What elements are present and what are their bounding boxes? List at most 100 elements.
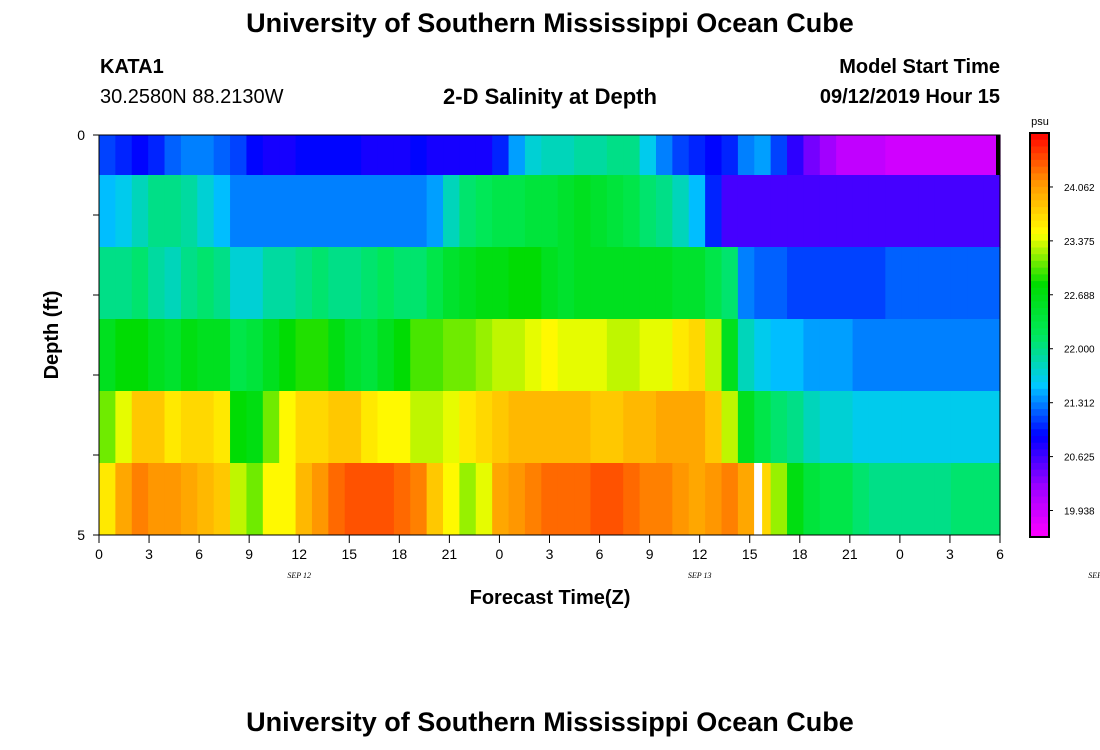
colorbar-segment (1030, 159, 1049, 168)
colorbar-segment (1030, 496, 1049, 504)
heatmap-cell (131, 247, 149, 320)
heatmap-cell (508, 135, 526, 176)
heatmap-cell (508, 175, 526, 248)
heatmap-cell (197, 135, 215, 176)
heatmap-cell (459, 135, 477, 176)
heatmap-cell (836, 135, 854, 176)
colorbar-segment (1030, 335, 1049, 343)
colorbar-segment (1030, 287, 1049, 296)
x-tick-label: 21 (842, 546, 858, 562)
colorbar-tick-label: 22.688 (1064, 291, 1095, 302)
heatmap-cell (934, 175, 952, 248)
heatmap-cell (737, 391, 755, 464)
heatmap-cell (803, 391, 821, 464)
heatmap-cell (688, 247, 706, 320)
heatmap-cell (459, 391, 477, 464)
heatmap-cell (393, 319, 411, 392)
heatmap-cell (967, 463, 985, 536)
colorbar-segment (1030, 348, 1049, 356)
model-start-value: 09/12/2019 Hour 15 (819, 86, 1000, 108)
heatmap-cell (885, 463, 903, 536)
heatmap-cell (524, 319, 542, 392)
heatmap-cell (934, 463, 952, 536)
heatmap-cell (639, 135, 657, 176)
heatmap-cell (983, 319, 1001, 392)
heatmap-cell (508, 247, 526, 320)
heatmap-cell (737, 175, 755, 248)
station-id: KATA1 (100, 56, 164, 78)
date-label: SEP 14 (1088, 571, 1100, 580)
heatmap-cell (246, 135, 264, 176)
heatmap-cell (590, 319, 608, 392)
heatmap-cell (443, 319, 460, 392)
footer-title: University of Southern Mississippi Ocean… (246, 707, 854, 737)
heatmap-cell (557, 319, 575, 392)
heatmap-cell (361, 463, 379, 536)
heatmap-cell (164, 135, 182, 176)
heatmap-cell (115, 175, 133, 248)
heatmap-cell (115, 135, 133, 176)
heatmap-cell (606, 319, 624, 392)
colorbar-tick-label: 21.312 (1064, 399, 1095, 410)
heatmap-cell (246, 391, 264, 464)
heatmap-cell (426, 391, 444, 464)
heatmap-cell (197, 463, 215, 536)
heatmap-cell (885, 247, 903, 320)
heatmap-cell (672, 247, 690, 320)
x-tick-label: 6 (596, 546, 604, 562)
heatmap-cell (459, 463, 477, 536)
heatmap-cell (213, 247, 231, 320)
heatmap-cell (230, 463, 248, 536)
heatmap-cell (295, 391, 313, 464)
heatmap-cell (131, 135, 149, 176)
heatmap-cell (950, 319, 968, 392)
heatmap-cell (623, 135, 641, 176)
heatmap-cell (983, 463, 1001, 536)
heatmap-cell (803, 319, 821, 392)
heatmap-cell (803, 247, 821, 320)
heatmap-cell (344, 175, 362, 248)
heatmap-cell (524, 463, 542, 536)
y-tick-label: 5 (77, 527, 85, 543)
heatmap-cell (639, 175, 657, 248)
heatmap-cell (934, 391, 952, 464)
heatmap-cell (475, 247, 493, 320)
heatmap-cell (819, 135, 837, 176)
heatmap-cell (672, 135, 690, 176)
salinity-chart: 0 3 6 9 12 15 18 21 0 3 6 9 12 15 18 21 0 3 6 SEP 12 SEP 13 S… (41, 116, 1100, 609)
heatmap-cell (508, 391, 526, 464)
edge-marker (996, 135, 1000, 175)
heatmap-cell (754, 391, 772, 464)
heatmap-cell (131, 463, 149, 536)
colorbar-segment (1030, 321, 1049, 329)
heatmap-cell (410, 391, 428, 464)
heatmap-cell (492, 319, 510, 392)
colorbar-tick-label: 20.625 (1064, 453, 1095, 464)
heatmap-cell (623, 247, 641, 320)
heatmap-cell (131, 175, 149, 248)
date-label: SEP 13 (688, 571, 712, 580)
x-tick-label: 3 (145, 546, 153, 562)
heatmap-cell (574, 319, 592, 392)
date-label: SEP 12 (287, 571, 311, 580)
heatmap-cell (99, 463, 116, 536)
x-tick-label: 9 (245, 546, 253, 562)
heatmap-cell (623, 391, 641, 464)
heatmap-cell (99, 319, 116, 392)
heatmap-cell (361, 391, 379, 464)
heatmap-cell (721, 463, 739, 536)
heatmap-cell (770, 175, 788, 248)
heatmap-cell (836, 175, 854, 248)
colorbar-segment (1030, 415, 1049, 424)
colorbar-segment (1030, 240, 1049, 248)
colorbar-segment (1030, 308, 1049, 316)
heatmap-cell (655, 175, 673, 248)
heatmap-cell (623, 175, 641, 248)
x-tick-label: 12 (291, 546, 307, 562)
heatmap-cell (737, 463, 755, 536)
heatmap-cell (230, 319, 248, 392)
heatmap-cell (852, 391, 870, 464)
colorbar-segment (1030, 510, 1049, 518)
heatmap-cell (148, 135, 166, 176)
heatmap-cell (787, 391, 805, 464)
